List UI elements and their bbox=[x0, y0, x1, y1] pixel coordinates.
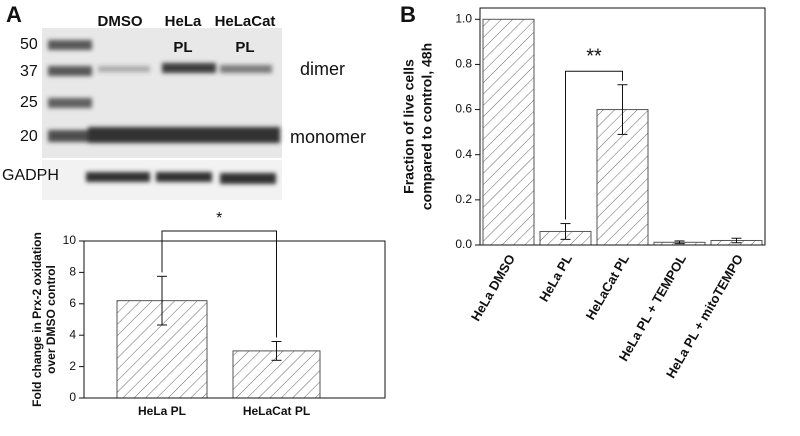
y-tick-label: 2 bbox=[69, 359, 76, 373]
significance-label: ** bbox=[586, 45, 602, 67]
error-bar bbox=[674, 240, 685, 245]
error-bar bbox=[731, 237, 742, 244]
y-tick-label: 6 bbox=[69, 296, 76, 310]
significance-bracket bbox=[565, 70, 623, 220]
y-tick-label: 10 bbox=[63, 233, 77, 247]
y-tick-label: 1.0 bbox=[455, 11, 472, 25]
plot-frame bbox=[479, 7, 766, 246]
y-tick-label: 0.4 bbox=[455, 147, 472, 161]
lane-label: HeLa bbox=[165, 13, 202, 30]
significance-bracket bbox=[161, 230, 277, 338]
lane-label: DMSO bbox=[98, 13, 143, 30]
significance-label: * bbox=[216, 210, 222, 227]
marker-label: 25 bbox=[20, 94, 38, 111]
panel-label: B bbox=[400, 2, 416, 27]
y-axis-label: compared to control, 48h bbox=[419, 43, 435, 210]
panel-label: A bbox=[6, 2, 22, 27]
x-tick-label: HeLaCat PL bbox=[243, 404, 310, 418]
x-tick-label: HeLa DMSO bbox=[468, 252, 518, 324]
plot-frame bbox=[83, 240, 386, 399]
band-label: monomer bbox=[290, 127, 366, 147]
y-tick-label: 0.0 bbox=[455, 237, 472, 251]
error-bar bbox=[271, 340, 282, 361]
error-bar bbox=[617, 84, 628, 135]
error-bar bbox=[157, 275, 167, 326]
y-tick-label: 0.8 bbox=[455, 57, 472, 71]
marker-label: 37 bbox=[20, 63, 38, 80]
y-tick-label: 0 bbox=[69, 390, 76, 404]
lane-label: PL bbox=[235, 39, 254, 56]
lane-label: PL bbox=[173, 39, 192, 56]
error-bar bbox=[560, 223, 571, 240]
x-tick-label: HeLa PL bbox=[536, 252, 575, 305]
y-tick-label: 0.6 bbox=[455, 102, 472, 116]
lane-label: HeLaCat bbox=[215, 13, 276, 30]
y-tick-label: 0.2 bbox=[455, 192, 472, 206]
band-label: dimer bbox=[300, 59, 345, 79]
y-axis-label: over DMSO control bbox=[44, 265, 58, 374]
marker-label: 20 bbox=[20, 128, 38, 145]
y-tick-label: 4 bbox=[69, 327, 76, 341]
x-tick-label: HeLa PL bbox=[138, 404, 186, 418]
bar bbox=[482, 18, 535, 246]
y-axis-label: Fold change in Prx-2 oxidation bbox=[30, 232, 44, 407]
marker-label: 50 bbox=[20, 36, 38, 53]
x-tick-label: HeLaCat PL bbox=[583, 252, 632, 323]
y-axis-label: Fraction of live cells bbox=[401, 59, 417, 194]
loading-control-label: GADPH bbox=[2, 167, 59, 184]
y-tick-label: 8 bbox=[69, 265, 76, 279]
blot-image bbox=[42, 28, 282, 200]
